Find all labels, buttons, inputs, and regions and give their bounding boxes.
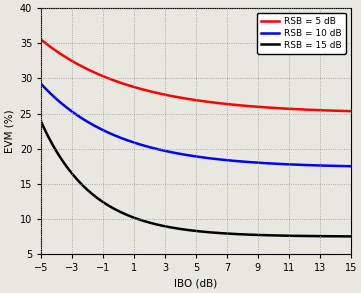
RSB = 5 dB — [234, 103, 238, 107]
Line: RSB = 10 dB: RSB = 10 dB — [41, 84, 351, 166]
RSB = 15 dB — [140, 219, 144, 222]
Line: RSB = 5 dB: RSB = 5 dB — [41, 40, 351, 111]
Legend: RSB = 5 dB, RSB = 10 dB, RSB = 15 dB: RSB = 5 dB, RSB = 10 dB, RSB = 15 dB — [257, 13, 346, 54]
RSB = 10 dB — [234, 159, 238, 163]
RSB = 10 dB — [262, 161, 267, 165]
RSB = 10 dB — [76, 114, 81, 118]
RSB = 5 dB — [162, 93, 166, 96]
RSB = 15 dB — [162, 224, 166, 228]
RSB = 5 dB — [264, 106, 268, 109]
RSB = 10 dB — [140, 143, 144, 147]
RSB = 5 dB — [39, 38, 43, 42]
RSB = 10 dB — [39, 82, 43, 86]
RSB = 10 dB — [264, 161, 268, 165]
Y-axis label: EVM (%): EVM (%) — [4, 109, 14, 153]
RSB = 5 dB — [76, 63, 81, 66]
RSB = 10 dB — [348, 164, 353, 168]
X-axis label: IBO (dB): IBO (dB) — [174, 279, 218, 289]
RSB = 15 dB — [76, 179, 81, 183]
RSB = 5 dB — [262, 105, 267, 109]
Line: RSB = 15 dB: RSB = 15 dB — [41, 122, 351, 236]
RSB = 5 dB — [140, 88, 144, 91]
RSB = 5 dB — [348, 109, 353, 113]
RSB = 15 dB — [234, 232, 238, 236]
RSB = 10 dB — [162, 149, 166, 152]
RSB = 15 dB — [348, 235, 353, 238]
RSB = 15 dB — [39, 120, 43, 124]
RSB = 15 dB — [262, 234, 267, 237]
RSB = 15 dB — [264, 234, 268, 237]
